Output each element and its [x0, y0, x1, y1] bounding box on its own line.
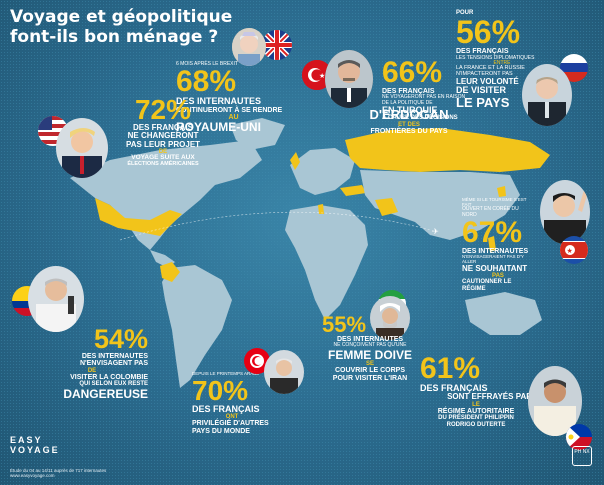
south-america-shape — [162, 265, 232, 388]
survey-credit: Étude du 04 au 14/11 auprès de 717 inter… — [10, 468, 107, 479]
turkey-shape — [340, 185, 366, 196]
easyvoyage-logo: EASY VOYAGE — [10, 435, 60, 455]
turkey-stat: 66% des français ne voyageront pas en ra… — [382, 56, 466, 122]
colombia-stat: 54% des internautes n'envisagent pas de … — [63, 324, 148, 401]
iran-shape — [375, 198, 398, 216]
iran-stat: 55% des internautes ne conçoivent pas qu… — [322, 312, 412, 382]
north-america-shape — [70, 140, 262, 250]
santos-portrait — [28, 266, 84, 332]
phnx-badge: PH NX — [572, 446, 592, 466]
turkey-stat-emphasis: d'Erdogan et des frontières du pays — [369, 107, 449, 135]
russia-flag-icon — [560, 54, 588, 82]
uk-shape — [290, 152, 300, 170]
flight-path — [119, 211, 431, 241]
russia-stat: pour 56% des français les tensions diplo… — [456, 10, 535, 110]
australia-shape — [465, 292, 542, 335]
usa-shape — [95, 198, 182, 236]
usa-stat: 72% des français ne changeront pas leur … — [125, 94, 201, 168]
russia-shape — [345, 128, 550, 172]
queen-elizabeth-portrait — [232, 28, 266, 66]
duterte-portrait — [528, 366, 582, 436]
asia-shape — [360, 170, 520, 240]
north-korea-flag-icon: ★ — [560, 236, 588, 264]
rohani-portrait — [370, 296, 410, 340]
page-title: Voyage et géopolitique font-ils bon ména… — [10, 7, 233, 47]
colombia-shape — [160, 262, 180, 282]
tunisia-stat: depuis le printemps arabe 70% des frança… — [192, 371, 269, 435]
putin-portrait — [522, 64, 572, 126]
essebsi-portrait — [264, 350, 304, 394]
north-korea-shape — [497, 186, 506, 197]
plane-icon: ✈ — [432, 227, 439, 236]
africa-shape — [285, 205, 368, 320]
uk-stat: 6 mois après le brexit 68% des internaut… — [176, 61, 283, 135]
philippines-stat: 61% des français sont effrayés par le ré… — [420, 352, 532, 428]
trump-portrait — [56, 118, 108, 178]
europe-shape — [290, 148, 355, 195]
erdogan-portrait — [325, 50, 373, 108]
uk-flag-icon — [262, 30, 292, 60]
svg-text:★: ★ — [319, 72, 325, 80]
kim-jong-un-portrait — [540, 180, 590, 244]
north-korea-stat: même si le tourisme s'est fait ouvert en… — [462, 197, 529, 292]
svg-text:★: ★ — [567, 247, 573, 255]
tunisia-shape — [318, 204, 324, 214]
greenland-shape — [230, 118, 285, 150]
philippines-shape — [488, 236, 496, 252]
